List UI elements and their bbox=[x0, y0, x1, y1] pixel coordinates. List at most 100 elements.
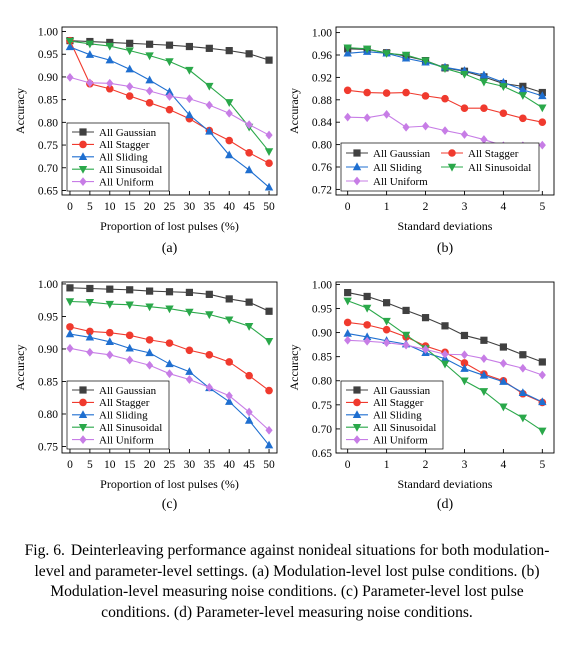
x-tick-label: 4 bbox=[501, 459, 507, 471]
data-point bbox=[362, 332, 372, 341]
legend-marker bbox=[79, 128, 87, 136]
data-point bbox=[165, 58, 174, 67]
legend-marker bbox=[352, 162, 362, 171]
data-point bbox=[225, 391, 233, 401]
legend-marker bbox=[79, 435, 87, 444]
legend-marker bbox=[353, 149, 361, 157]
x-tick-label: 10 bbox=[104, 459, 116, 471]
series-all-sinusoidal bbox=[343, 297, 547, 436]
x-axis-label: Proportion of lost pulses (%) bbox=[100, 477, 239, 491]
data-point bbox=[363, 113, 371, 123]
data-point bbox=[106, 285, 114, 293]
data-point bbox=[245, 50, 253, 58]
data-point bbox=[145, 99, 154, 107]
data-point bbox=[245, 407, 253, 417]
y-tick-label: 0.85 bbox=[38, 376, 58, 388]
data-point bbox=[382, 317, 391, 326]
data-point bbox=[106, 350, 114, 360]
y-tick-label: 0.96 bbox=[312, 50, 332, 62]
series-all-uniform bbox=[66, 343, 273, 435]
y-tick-label: 0.80 bbox=[38, 409, 58, 421]
y-tick-label: 0.75 bbox=[38, 140, 58, 152]
data-point bbox=[245, 298, 253, 306]
legend-marker bbox=[352, 410, 362, 418]
x-tick-label: 2 bbox=[423, 201, 429, 213]
data-point bbox=[440, 65, 450, 74]
data-point bbox=[344, 112, 352, 122]
data-point bbox=[165, 92, 174, 101]
panel-label: (b) bbox=[437, 241, 454, 256]
y-tick-label: 1.00 bbox=[38, 27, 58, 39]
data-point bbox=[244, 323, 254, 331]
x-tick-label: 30 bbox=[184, 459, 196, 471]
data-point bbox=[105, 328, 114, 337]
y-axis-label: Accuracy bbox=[287, 88, 301, 134]
data-point bbox=[480, 354, 488, 363]
plot-frame bbox=[335, 281, 555, 454]
data-point bbox=[125, 92, 134, 100]
data-point bbox=[165, 339, 174, 347]
data-point bbox=[460, 364, 469, 372]
legend-entry: All Stagger bbox=[99, 139, 150, 151]
data-point bbox=[185, 66, 194, 75]
legend-marker bbox=[353, 176, 361, 186]
legend-entry: All Gaussian bbox=[99, 385, 157, 397]
data-point bbox=[225, 316, 234, 325]
legend-entry: All Sinusoidal bbox=[99, 164, 162, 176]
data-point bbox=[145, 75, 154, 84]
data-point bbox=[185, 375, 194, 384]
data-point bbox=[225, 47, 233, 55]
legend-entry: All Uniform bbox=[99, 176, 154, 188]
data-point bbox=[421, 314, 430, 322]
legend-marker bbox=[447, 163, 457, 172]
x-tick-label: 3 bbox=[462, 201, 468, 213]
data-point bbox=[460, 359, 469, 367]
y-tick-label: 0.72 bbox=[312, 184, 332, 196]
data-point bbox=[480, 104, 488, 112]
data-point bbox=[538, 91, 547, 100]
legend-marker bbox=[78, 152, 88, 160]
data-point bbox=[126, 286, 134, 294]
legend-entry: All Sinusoidal bbox=[468, 162, 531, 174]
data-point bbox=[66, 73, 74, 82]
data-point bbox=[518, 92, 528, 100]
data-point bbox=[343, 297, 352, 306]
y-tick-label: 0.80 bbox=[38, 117, 58, 129]
chart-panel-d: 0.65 0.70 0.75 0.80 0.85 0.90 0.95 1.00 0 1 2 3 4 5 St… bbox=[287, 279, 555, 512]
data-point bbox=[125, 331, 134, 340]
data-point bbox=[185, 94, 194, 104]
chart-panel-b: 0.72 0.76 0.80 0.84 0.88 0.92 0.96 1.00 0 1 2 3 4 5 St… bbox=[287, 26, 555, 256]
y-axis-label: Accuracy bbox=[13, 345, 27, 391]
data-point bbox=[383, 109, 391, 119]
x-tick-label: 5 bbox=[87, 201, 93, 213]
data-point bbox=[185, 110, 194, 119]
series-all-uniform bbox=[66, 73, 273, 140]
data-point bbox=[145, 303, 154, 312]
legend-marker bbox=[79, 140, 87, 149]
x-tick-label: 25 bbox=[164, 459, 176, 471]
data-point bbox=[479, 78, 489, 87]
x-tick-label: 1 bbox=[384, 201, 390, 213]
data-point bbox=[244, 165, 254, 174]
data-point bbox=[265, 307, 273, 315]
data-point bbox=[126, 39, 134, 47]
data-point bbox=[499, 109, 508, 118]
data-point bbox=[205, 100, 213, 110]
legend-marker bbox=[79, 177, 87, 186]
data-point bbox=[401, 51, 411, 60]
data-point bbox=[343, 86, 352, 95]
legend-entry: All Gaussian bbox=[99, 127, 157, 139]
data-point bbox=[460, 350, 469, 360]
data-point bbox=[245, 371, 253, 380]
data-point bbox=[402, 306, 410, 315]
data-point bbox=[421, 121, 430, 131]
series-all-stagger bbox=[66, 323, 273, 395]
x-tick-label: 5 bbox=[87, 459, 93, 471]
data-point bbox=[225, 150, 234, 159]
y-tick-label: 0.90 bbox=[38, 72, 58, 84]
x-axis-label: Proportion of lost pulses (%) bbox=[100, 219, 239, 233]
data-point bbox=[441, 94, 449, 103]
y-tick-label: 0.88 bbox=[312, 95, 332, 107]
data-point bbox=[86, 284, 94, 293]
